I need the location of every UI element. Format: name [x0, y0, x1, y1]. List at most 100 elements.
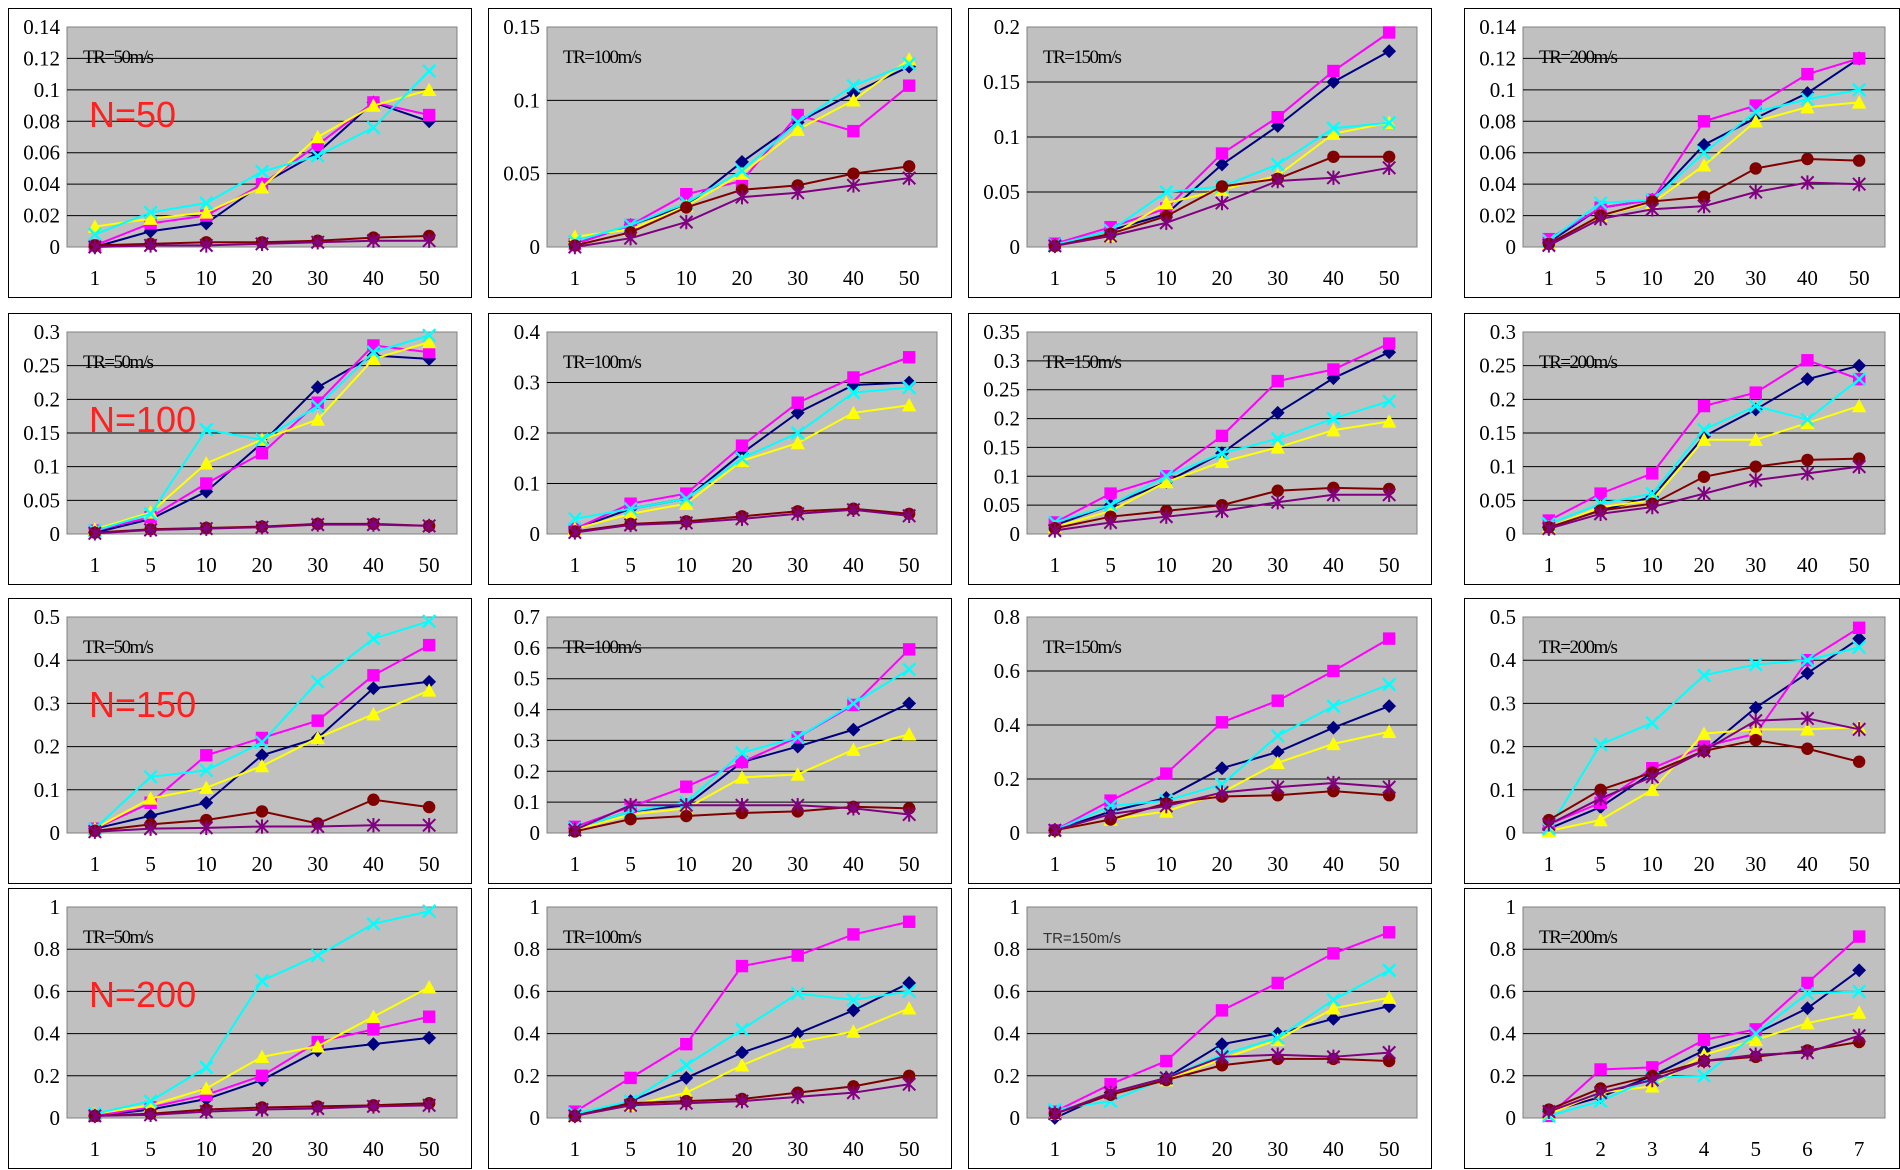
- data-point-x: [1214, 446, 1230, 461]
- chart-panel-3-3: 1 0.8 0.6 0.4 0.2 0 1 2 3 4 5 6 7 TR=200m/s: [1464, 888, 1900, 1169]
- data-point-diamond: [902, 976, 917, 990]
- line-chart-0-0: 0.14 0.12 0.1 0.08 0.06 0.04 0.02 0 1 5 10 20 30 40 50…: [23, 15, 458, 290]
- data-point-star: [567, 822, 582, 838]
- line-chart-3-3: 1 0.8 0.6 0.4 0.2 0 1 2 3 4 5 6 7 TR=200m/s: [1490, 895, 1886, 1161]
- data-point-x: [87, 227, 102, 242]
- data-point-star: [87, 824, 102, 839]
- plot-area: [1522, 906, 1886, 1119]
- x-tick-label: 5: [1105, 266, 1116, 290]
- x-tick-label: 50: [899, 1137, 920, 1161]
- data-point-circle: [1852, 755, 1866, 768]
- x-tick-label: 5: [1105, 553, 1116, 577]
- data-point-square: [902, 915, 916, 928]
- data-point-x: [1270, 431, 1285, 446]
- data-point-star: [1215, 785, 1229, 800]
- x-tick-label: 5: [145, 266, 156, 290]
- y-tick-label: 0.3: [34, 320, 60, 344]
- x-tick-label: 5: [1105, 852, 1116, 876]
- data-point-x: [254, 164, 270, 179]
- data-point-circle: [1271, 789, 1284, 802]
- data-point-star: [1645, 1072, 1660, 1088]
- y-tick-label: 0.3: [514, 371, 540, 395]
- data-point-x: [790, 425, 805, 441]
- data-point-x: [734, 745, 750, 760]
- chart-title: TR=200m/s: [1539, 352, 1618, 373]
- y-tick-label: 0: [1506, 1106, 1517, 1130]
- data-point-circle: [1382, 789, 1396, 802]
- data-point-star: [1852, 1028, 1867, 1043]
- data-point-star: [1382, 779, 1397, 795]
- data-point-square: [1697, 115, 1711, 128]
- y-tick-label: 0.8: [1490, 937, 1516, 961]
- data-point-star: [366, 233, 381, 248]
- data-point-square: [367, 1023, 380, 1036]
- data-point-triangle: [846, 1024, 861, 1038]
- y-tick-label: 0: [530, 1106, 541, 1130]
- x-tick-label: 10: [1156, 852, 1177, 876]
- data-point-triangle: [310, 1039, 325, 1053]
- data-point-star: [846, 502, 861, 517]
- x-tick-label: 40: [1323, 852, 1344, 876]
- x-tick-label: 30: [1267, 1137, 1288, 1161]
- data-point-star: [1645, 769, 1660, 785]
- x-tick-label: 40: [1323, 266, 1344, 290]
- data-point-triangle: [143, 791, 158, 805]
- data-point-x: [310, 674, 325, 689]
- series-6: [1541, 1028, 1867, 1119]
- data-point-star: [1541, 1104, 1556, 1119]
- data-point-star: [310, 1101, 325, 1116]
- data-point-star: [87, 1108, 102, 1124]
- data-point-star: [1748, 472, 1763, 488]
- y-tick-label: 0: [50, 821, 61, 845]
- data-point-circle: [1852, 452, 1866, 465]
- data-point-diamond: [1326, 75, 1341, 89]
- y-tick-label: 0.4: [34, 1022, 61, 1046]
- y-tick-label: 0.2: [994, 407, 1020, 431]
- y-tick-label: 0.2: [34, 735, 60, 759]
- y-tick-label: 0.1: [34, 78, 60, 102]
- data-point-square: [1852, 621, 1866, 634]
- x-tick-label: 30: [1267, 852, 1288, 876]
- chart-panel-1-2: 0.35 0.3 0.25 0.2 0.15 0.1 0.05 0 1 5 10 20 30 40 50 TR…: [968, 313, 1432, 585]
- data-point-x: [902, 380, 917, 395]
- chart-panel-2-0: 0.5 0.4 0.3 0.2 0.1 0 1 5 10 20 30 40 50 TR=50m/s N=15…: [8, 598, 472, 884]
- data-point-diamond: [1800, 666, 1815, 681]
- data-point-triangle: [679, 496, 694, 510]
- x-tick-label: 4: [1699, 1137, 1710, 1161]
- data-point-square: [847, 124, 860, 138]
- y-tick-label: 0: [1506, 522, 1517, 546]
- chart-panel-2-2: 0.8 0.6 0.4 0.2 0 1 5 10 20 30 40 50 TR=150m/s: [968, 598, 1432, 884]
- data-point-square: [1104, 1078, 1117, 1091]
- data-point-x: [143, 506, 158, 521]
- x-tick-label: 5: [625, 266, 636, 290]
- data-point-star: [87, 526, 102, 541]
- x-tick-label: 50: [1379, 553, 1400, 577]
- data-point-triangle: [1326, 422, 1341, 437]
- data-point-star: [623, 1098, 638, 1113]
- x-tick-label: 1: [1544, 266, 1555, 290]
- data-point-star: [1593, 791, 1608, 806]
- y-tick-label: 0.1: [34, 455, 60, 479]
- data-point-square: [1327, 947, 1340, 960]
- data-point-diamond: [310, 380, 325, 395]
- x-tick-label: 10: [196, 266, 217, 290]
- chart-title: TR=150m/s: [1043, 930, 1121, 947]
- x-tick-label: 20: [252, 266, 273, 290]
- data-point-x: [790, 115, 805, 130]
- x-tick-label: 10: [196, 1137, 217, 1161]
- y-tick-label: 0: [50, 522, 61, 546]
- x-tick-label: 20: [732, 553, 753, 577]
- data-point-triangle: [421, 979, 437, 994]
- data-point-circle: [902, 1069, 916, 1082]
- data-point-star: [366, 1099, 381, 1114]
- data-point-x: [1852, 372, 1867, 387]
- data-point-star: [1593, 506, 1608, 521]
- data-point-triangle: [1696, 158, 1712, 172]
- series-6: [1541, 711, 1867, 832]
- data-point-star: [255, 520, 269, 535]
- x-tick-label: 1: [1050, 1137, 1061, 1161]
- x-tick-label: 1: [90, 852, 101, 876]
- data-point-diamond: [1852, 631, 1867, 646]
- data-point-star: [1645, 202, 1660, 217]
- y-tick-label: 0.5: [1490, 605, 1516, 629]
